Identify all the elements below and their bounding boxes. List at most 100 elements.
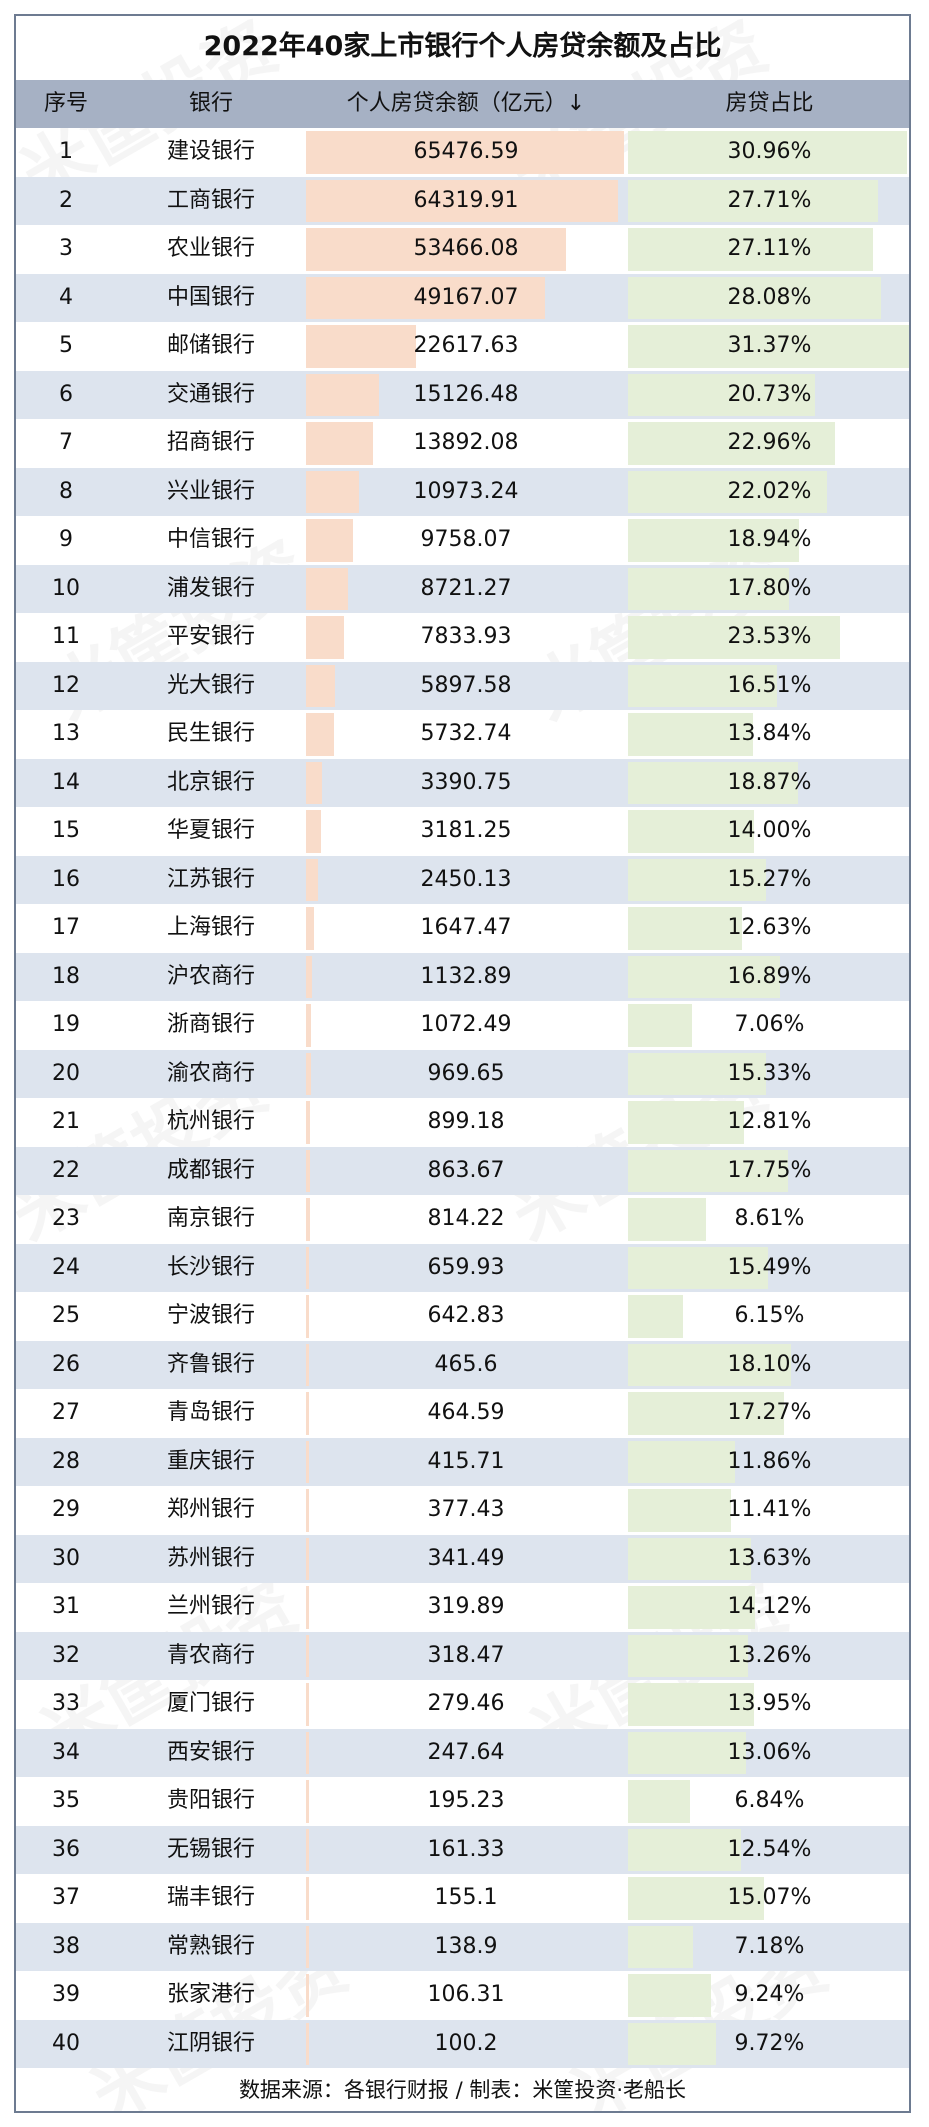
bank-cell: 浦发银行 (166, 575, 255, 601)
share-bar (628, 1440, 735, 1483)
balance-cell: 195.23 (427, 1788, 505, 1813)
table-row: 11 平安银行 7833.93 23.53% (16, 613, 909, 662)
balance-cell: 659.93 (427, 1254, 505, 1280)
share-cell: 15.49% (727, 1254, 812, 1280)
share-bar (628, 907, 742, 950)
balance-bar (306, 1780, 309, 1823)
rank-cell: 38 (52, 1933, 80, 1959)
balance-bar (306, 1198, 310, 1241)
bank-cell: 瑞丰银行 (166, 1885, 255, 1910)
table-row: 32 青农商行 318.47 13.26% (16, 1631, 909, 1680)
rank-cell: 28 (52, 1448, 80, 1474)
bank-cell: 招商银行 (166, 430, 255, 455)
share-cell: 16.51% (727, 672, 812, 698)
balance-cell: 1647.47 (420, 915, 512, 940)
balance-cell: 13892.08 (413, 430, 519, 455)
rank-cell: 10 (52, 575, 80, 601)
rank-cell: 31 (52, 1594, 80, 1619)
bank-cell: 华夏银行 (166, 818, 255, 843)
table-frame: 米筐投资米筐投资米筐投资米筐投资米筐投资米筐投资米筐投资米筐投资米筐投资米筐投资… (14, 14, 911, 2113)
bank-cell: 无锡银行 (166, 1836, 255, 1862)
share-cell: 11.86% (727, 1448, 812, 1474)
balance-bar (306, 179, 619, 222)
table-row: 27 青岛银行 464.59 17.27% (16, 1389, 909, 1438)
rank-cell: 18 (52, 963, 80, 989)
table-row: 19 浙商银行 1072.49 7.06% (16, 1001, 909, 1050)
bank-cell: 齐鲁银行 (166, 1351, 255, 1377)
bank-cell: 渝农商行 (166, 1060, 255, 1086)
share-bar (628, 1198, 706, 1241)
rank-cell: 32 (52, 1642, 80, 1668)
rank-cell: 25 (52, 1303, 80, 1328)
balance-cell: 100.2 (434, 2030, 498, 2056)
balance-cell: 15126.48 (413, 381, 519, 407)
share-cell: 9.24% (734, 1982, 805, 2007)
balance-bar (306, 664, 335, 707)
share-cell: 28.08% (727, 284, 812, 310)
share-bar (628, 519, 799, 562)
bank-cell: 成都银行 (166, 1157, 255, 1183)
balance-bar (306, 955, 312, 998)
table-row: 6 交通银行 15126.48 20.73% (16, 370, 909, 419)
bank-cell: 光大银行 (166, 672, 255, 698)
rank-cell: 13 (52, 721, 80, 746)
footer-source: 数据来源：各银行财报 / 制表：米筐投资·老船长 (238, 2078, 687, 2102)
table-header: 序号 银行 个人房贷余额（亿元）↓ 房贷占比 (16, 80, 909, 128)
table-row: 12 光大银行 5897.58 16.51% (16, 661, 909, 710)
share-bar (628, 422, 836, 465)
header-share: 房贷占比 (725, 91, 814, 116)
balance-bar (306, 1925, 309, 1968)
balance-cell: 138.9 (434, 1933, 498, 1959)
table-row: 24 长沙银行 659.93 15.49% (16, 1243, 909, 1292)
rank-cell: 35 (52, 1788, 80, 1813)
table-row: 39 张家港行 106.31 9.24% (16, 1971, 909, 2020)
balance-bar (306, 276, 545, 319)
share-cell: 27.71% (727, 187, 812, 213)
table-row: 2 工商银行 64319.91 27.71% (16, 176, 909, 225)
bank-cell: 浙商银行 (166, 1012, 255, 1037)
table-row: 40 江阴银行 100.2 9.72% (16, 2019, 909, 2068)
share-bar (628, 1925, 693, 1968)
balance-cell: 814.22 (427, 1206, 505, 1231)
table-row: 20 渝农商行 969.65 15.33% (16, 1049, 909, 1098)
share-bar (628, 1537, 751, 1580)
bank-cell: 工商银行 (166, 187, 255, 213)
rank-cell: 29 (52, 1497, 80, 1522)
balance-bar (306, 519, 354, 562)
share-bar (628, 713, 753, 756)
balance-bar (306, 761, 323, 804)
share-bar (628, 1343, 792, 1386)
balance-cell: 49167.07 (413, 284, 519, 310)
rank-cell: 9 (59, 527, 73, 552)
share-cell: 7.06% (734, 1012, 805, 1037)
share-bar (628, 1004, 692, 1047)
share-bar (628, 325, 909, 368)
bank-cell: 民生银行 (166, 721, 255, 746)
balance-cell: 22617.63 (413, 333, 519, 358)
bank-cell: 平安银行 (166, 624, 255, 649)
table-row: 26 齐鲁银行 465.6 18.10% (16, 1340, 909, 1389)
share-bar (628, 761, 799, 804)
share-bar (628, 276, 882, 319)
bank-cell: 江苏银行 (166, 866, 255, 892)
bank-cell: 沪农商行 (166, 963, 255, 989)
table-row: 38 常熟银行 138.9 7.18% (16, 1922, 909, 1971)
balance-bar (306, 858, 318, 901)
table-row: 28 重庆银行 415.71 11.86% (16, 1437, 909, 1486)
rank-cell: 33 (52, 1691, 80, 1716)
share-bar (628, 858, 766, 901)
balance-cell: 377.43 (427, 1497, 505, 1522)
bank-cell: 杭州银行 (166, 1109, 255, 1134)
bank-cell: 青岛银行 (166, 1400, 255, 1425)
balance-bar (306, 1392, 309, 1435)
bank-cell: 兴业银行 (166, 478, 255, 504)
bank-cell: 农业银行 (166, 236, 255, 261)
table-row: 37 瑞丰银行 155.1 15.07% (16, 1874, 909, 1923)
table-row: 15 华夏银行 3181.25 14.00% (16, 807, 909, 856)
share-bar (628, 1683, 754, 1726)
share-bar (628, 179, 878, 222)
balance-cell: 7833.93 (420, 624, 512, 649)
bank-cell: 青农商行 (166, 1642, 255, 1668)
share-cell: 18.94% (727, 527, 812, 552)
table-row: 21 杭州银行 899.18 12.81% (16, 1098, 909, 1147)
